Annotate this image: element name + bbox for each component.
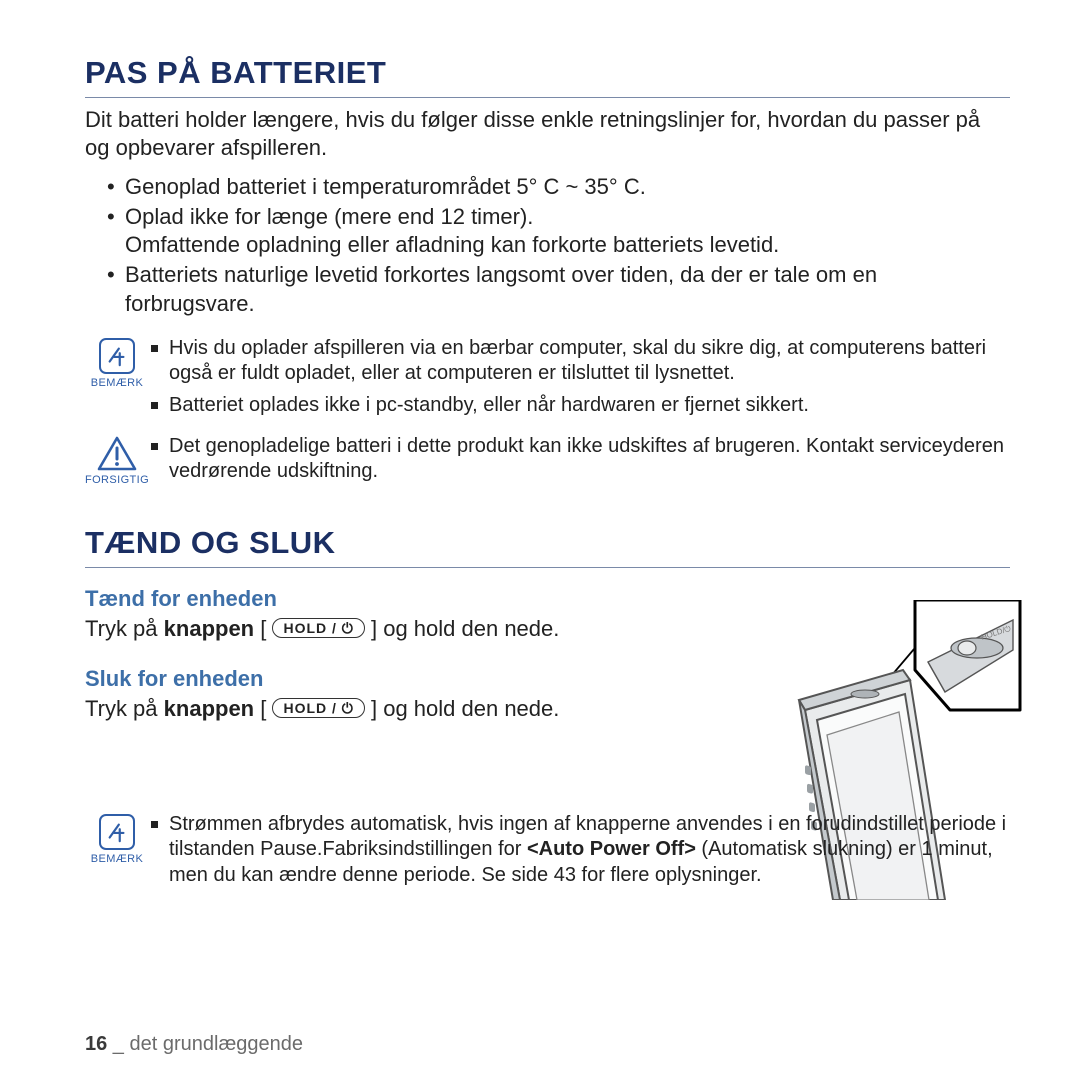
text: Tryk på bbox=[85, 696, 164, 721]
note-block-auto-off: BEMÆRK Strømmen afbrydes automatisk, hvi… bbox=[85, 812, 1010, 894]
note-icon bbox=[99, 338, 135, 374]
text: ] og hold den nede. bbox=[365, 616, 560, 641]
note-label: BEMÆRK bbox=[91, 377, 144, 389]
note-block-bemaerk: BEMÆRK Hvis du oplader afspilleren via e… bbox=[85, 336, 1010, 424]
text: ] og hold den nede. bbox=[365, 696, 560, 721]
section-title-battery: PAS PÅ BATTERIET bbox=[85, 55, 1010, 98]
battery-intro: Dit batteri holder længere, hvis du følg… bbox=[85, 106, 1010, 161]
list-item: Genoplad batteriet i temperaturområdet 5… bbox=[107, 173, 1010, 201]
list-item: Batteriets naturlige levetid forkortes l… bbox=[107, 261, 1010, 317]
hold-button-graphic: HOLD / ⏻ bbox=[272, 618, 364, 638]
text: [ bbox=[254, 696, 272, 721]
list-item: Strømmen afbrydes automatisk, hvis ingen… bbox=[149, 812, 1010, 888]
section-title-power: TÆND OG SLUK bbox=[85, 525, 1010, 568]
text: [ bbox=[254, 616, 272, 641]
note-label: BEMÆRK bbox=[91, 853, 144, 865]
text-bold: knappen bbox=[164, 696, 254, 721]
page-number: 16 bbox=[85, 1033, 107, 1055]
list-item: Hvis du oplader afspilleren via en bærba… bbox=[149, 336, 1010, 387]
list-item: Det genopladelige batteri i dette produk… bbox=[149, 434, 1010, 485]
power-off-instruction: Tryk på knappen [ HOLD / ⏻ ] og hold den… bbox=[85, 696, 695, 722]
note-icon bbox=[99, 814, 135, 850]
caution-label: FORSIGTIG bbox=[85, 474, 149, 486]
sub-heading-off: Sluk for enheden bbox=[85, 666, 695, 692]
battery-bullet-list: Genoplad batteriet i temperaturområdet 5… bbox=[85, 173, 1010, 318]
page-footer: 16 _ det grundlæggende bbox=[85, 1033, 303, 1056]
caution-block: FORSIGTIG Det genopladelige batteri i de… bbox=[85, 434, 1010, 491]
chapter-name: det grundlæggende bbox=[130, 1033, 303, 1055]
list-item: Oplad ikke for længe (mere end 12 timer)… bbox=[107, 203, 1010, 259]
caution-icon bbox=[97, 436, 137, 472]
text: Tryk på bbox=[85, 616, 164, 641]
hold-button-graphic: HOLD / ⏻ bbox=[272, 698, 364, 718]
footer-separator: _ bbox=[107, 1033, 129, 1055]
sub-heading-on: Tænd for enheden bbox=[85, 586, 695, 612]
power-on-instruction: Tryk på knappen [ HOLD / ⏻ ] og hold den… bbox=[85, 616, 695, 642]
text-bold: knappen bbox=[164, 616, 254, 641]
list-item: Batteriet oplades ikke i pc-standby, ell… bbox=[149, 393, 1010, 418]
